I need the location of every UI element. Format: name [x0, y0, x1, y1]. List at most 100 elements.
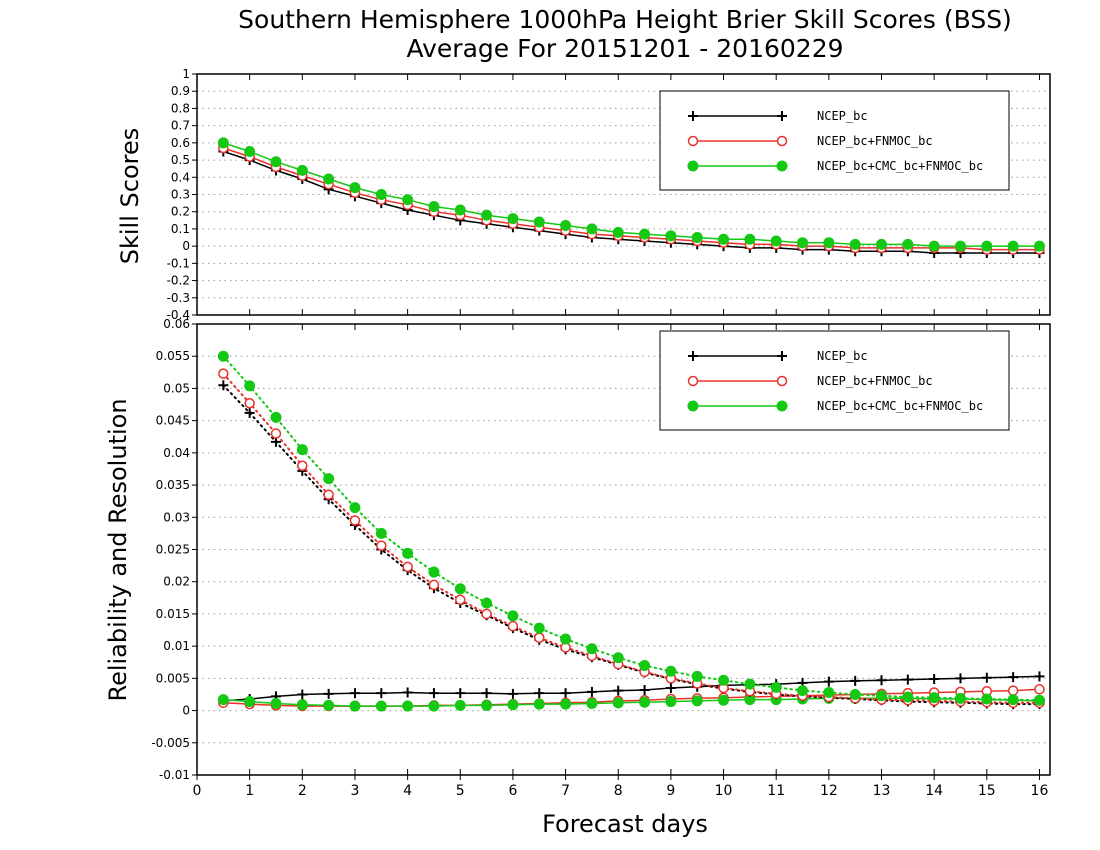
data-point: [929, 674, 940, 685]
data-point: [639, 684, 650, 695]
data-point: [718, 233, 730, 245]
x-tick-label: 3: [351, 783, 360, 799]
data-point: [849, 238, 861, 250]
x-tick-label: 2: [298, 783, 307, 799]
data-point: [349, 502, 361, 514]
data-point: [481, 608, 492, 620]
data-point: [454, 699, 466, 711]
data-point: [639, 659, 651, 671]
data-point: [533, 698, 545, 710]
data-point: [586, 643, 598, 655]
x-tick-label: 8: [614, 783, 623, 799]
data-point: [218, 380, 229, 391]
y-tick-label: 0.055: [156, 349, 190, 363]
data-point: [902, 674, 913, 685]
data-point: [665, 683, 676, 694]
data-point: [902, 691, 914, 703]
legend: NCEP_bc NCEP_bc+FNMOC_bc NCEP_bc+CMC_bc+FN…: [659, 330, 1010, 431]
data-point: [349, 515, 361, 526]
data-point: [296, 164, 308, 176]
legend-entry: NCEP_bc: [817, 349, 868, 363]
data-point: [954, 692, 966, 704]
y-tick-label: 0.02: [163, 575, 190, 589]
data-point: [533, 216, 545, 228]
y-tick-label: 1: [182, 67, 190, 81]
data-point: [270, 697, 282, 709]
data-point: [507, 620, 519, 632]
y-tick-label: 0.04: [163, 446, 190, 460]
data-point: [770, 681, 782, 693]
y-tick-label: -0.4: [167, 308, 190, 322]
data-point: [955, 673, 966, 684]
data-point: [744, 678, 756, 690]
data-point: [428, 688, 439, 699]
data-point: [323, 699, 335, 711]
data-point: [849, 688, 861, 700]
series-line: [222, 372, 1041, 704]
y-tick-label: -0.01: [159, 768, 190, 782]
y-axis-label: Skill Scores: [116, 128, 144, 265]
legend-marker: [688, 351, 698, 361]
data-point: [428, 579, 440, 591]
data-point: [507, 699, 519, 711]
data-point: [455, 594, 466, 606]
data-point: [507, 213, 519, 225]
legend-marker: [776, 400, 788, 412]
data-point: [402, 687, 413, 698]
y-tick-label: 0.025: [156, 543, 190, 557]
x-tick-label: 13: [873, 783, 891, 799]
data-point: [639, 696, 651, 708]
data-point: [218, 368, 229, 379]
legend-marker: [776, 135, 788, 147]
legend-entry: NCEP_bc+FNMOC_bc: [817, 134, 933, 148]
x-tick-label: 4: [403, 783, 412, 799]
data-point: [1007, 694, 1019, 706]
skill-scores-panel: -0.4 -0.3 -0.2 -0.1 0 0.1 0.2 0.3 0.4 0.5 0.6 0.7 0.…: [116, 67, 1051, 322]
data-point: [244, 145, 256, 157]
data-point: [402, 547, 414, 559]
x-tick-label: 5: [456, 783, 465, 799]
data-point: [981, 240, 993, 252]
data-point: [612, 226, 624, 238]
data-point: [349, 182, 361, 194]
chart-subtitle: Average For 20151201 - 20160229: [406, 34, 843, 63]
data-point: [376, 688, 387, 699]
x-tick-label: 9: [666, 783, 675, 799]
data-point: [718, 694, 730, 706]
data-point: [375, 189, 387, 200]
y-tick-label: 0.06: [163, 317, 190, 331]
data-point: [297, 689, 308, 700]
data-point: [902, 238, 914, 250]
legend-entry: NCEP_bc+FNMOC_bc: [817, 374, 933, 388]
data-point: [270, 411, 282, 423]
y-tick-label: 0.2: [171, 205, 190, 219]
x-tick-label: 12: [820, 783, 838, 799]
y-tick-label: 0.6: [171, 136, 190, 150]
x-axis-label: Forecast days: [542, 810, 708, 838]
x-tick-label: 1: [245, 783, 254, 799]
y-tick-label: 0.045: [156, 414, 190, 428]
legend-marker: [687, 160, 699, 172]
data-point: [481, 597, 493, 609]
data-point: [560, 633, 572, 645]
data-point: [455, 688, 466, 699]
data-point: [770, 235, 782, 247]
data-point: [1007, 240, 1019, 252]
y-tick-label: -0.2: [167, 274, 190, 288]
x-tick-label: 0: [193, 783, 202, 799]
data-point: [1033, 240, 1045, 252]
legend-marker: [776, 375, 788, 387]
data-point: [244, 397, 255, 409]
data-point: [981, 672, 992, 683]
data-point: [428, 566, 440, 578]
data-point: [823, 676, 834, 687]
y-tick-label: 0: [182, 239, 190, 253]
data-point: [981, 693, 993, 705]
series-line: [222, 384, 1041, 706]
legend-marker: [687, 375, 699, 387]
data-point: [586, 697, 598, 709]
data-point: [297, 460, 308, 471]
y-axis-label: Reliability and Resolution: [104, 398, 132, 701]
y-tick-label: 0.03: [163, 510, 190, 524]
